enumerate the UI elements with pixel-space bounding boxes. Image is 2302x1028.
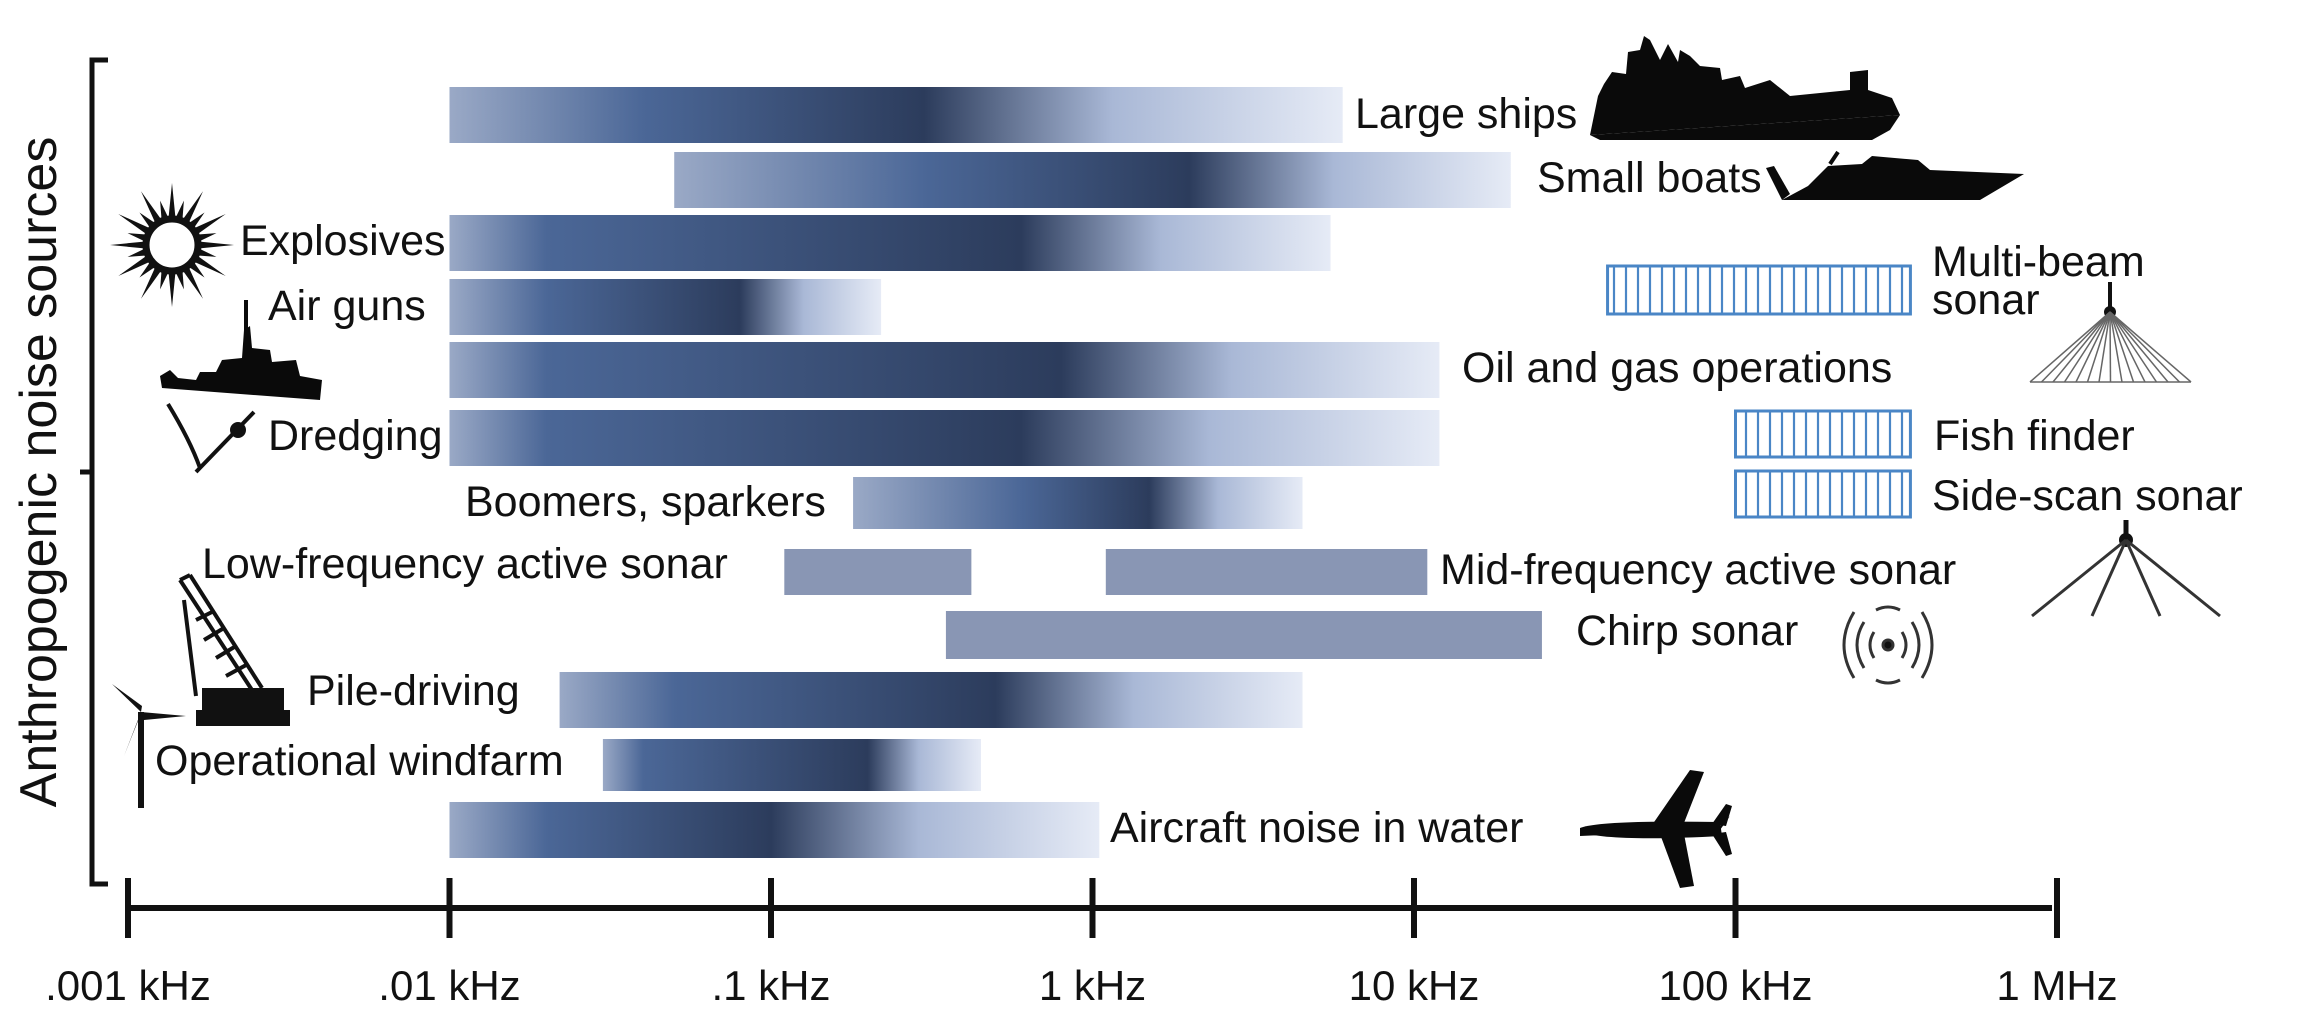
x-tick-label: .01 kHz [378, 962, 520, 1009]
label-operational-windfarm: Operational windfarm [155, 737, 564, 785]
airplane-icon [1580, 770, 1732, 888]
bar-small-boats [674, 152, 1511, 208]
source-labels: Large ships Small boats Explosives Air guns… [155, 90, 2243, 852]
label-small-boats: Small boats [1537, 154, 1762, 202]
y-axis-bracket [80, 57, 108, 887]
bar-large-ships [449, 87, 1343, 143]
bar-operational-windfarm [602, 739, 982, 791]
bar-aircraft-noise-in-water [449, 802, 1100, 858]
bar-dredging [449, 410, 1440, 466]
bar-fish-finder [1734, 409, 1912, 459]
drilling-vessel-icon [160, 300, 322, 400]
x-tick-label: .1 kHz [711, 962, 830, 1009]
label-boomers-sparkers: Boomers, sparkers [465, 478, 826, 526]
speedboat-icon [1766, 150, 2024, 200]
explosion-icon [110, 183, 234, 307]
label-mid-frequency-active-sonar: Mid-frequency active sonar [1440, 546, 1956, 594]
bar-low-frequency-active-sonar [784, 549, 972, 595]
bar-boomers-sparkers [853, 477, 1303, 529]
bar-side-scan-sonar [1734, 469, 1912, 519]
label-aircraft-noise-in-water: Aircraft noise in water [1110, 804, 1523, 852]
x-tick-label: .001 kHz [45, 962, 211, 1009]
label-explosives: Explosives [240, 217, 446, 265]
bar-oil-and-gas-operations [449, 342, 1440, 398]
y-axis-title: Anthropogenic noise sources [10, 137, 68, 808]
label-side-scan-sonar: Side-scan sonar [1932, 472, 2243, 520]
label-pile-driving: Pile-driving [307, 667, 520, 715]
x-axis-ticks: .001 kHz .01 kHz .1 kHz 1 kHz 10 kHz 100 kHz 1… [45, 878, 2118, 1009]
crane-icon [178, 573, 290, 726]
x-tick-label: 10 kHz [1349, 962, 1480, 1009]
bar-pile-driving [559, 672, 1303, 728]
label-air-guns: Air guns [268, 282, 426, 330]
label-low-frequency-active-sonar: Low-frequency active sonar [202, 540, 728, 588]
bar-air-guns [449, 279, 882, 335]
label-dredging: Dredging [268, 412, 443, 460]
multibeam-fan-icon [2029, 282, 2192, 383]
bar-explosives [449, 215, 1331, 271]
x-tick-label: 1 kHz [1039, 962, 1146, 1009]
x-tick-label: 1 MHz [1996, 962, 2117, 1009]
wind-turbine-icon [112, 684, 186, 808]
label-multi-beam-sonar: Multi-beam sonar [1932, 238, 2145, 324]
source-bars [449, 87, 1912, 858]
chirp-wave-icon [1842, 605, 1934, 685]
bar-mid-frequency-active-sonar [1105, 549, 1428, 595]
label-oil-and-gas-operations: Oil and gas operations [1462, 344, 1892, 392]
x-tick-label: 100 kHz [1658, 962, 1812, 1009]
label-fish-finder: Fish finder [1934, 412, 2135, 460]
cargo-ship-icon [1590, 36, 1900, 140]
sidescan-beams-icon [2031, 520, 2221, 618]
bar-chirp-sonar [945, 611, 1542, 659]
bar-multi-beam-sonar [1606, 264, 1912, 316]
label-chirp-sonar: Chirp sonar [1576, 607, 1798, 655]
dredger-icon [166, 402, 256, 474]
label-large-ships: Large ships [1355, 90, 1577, 138]
